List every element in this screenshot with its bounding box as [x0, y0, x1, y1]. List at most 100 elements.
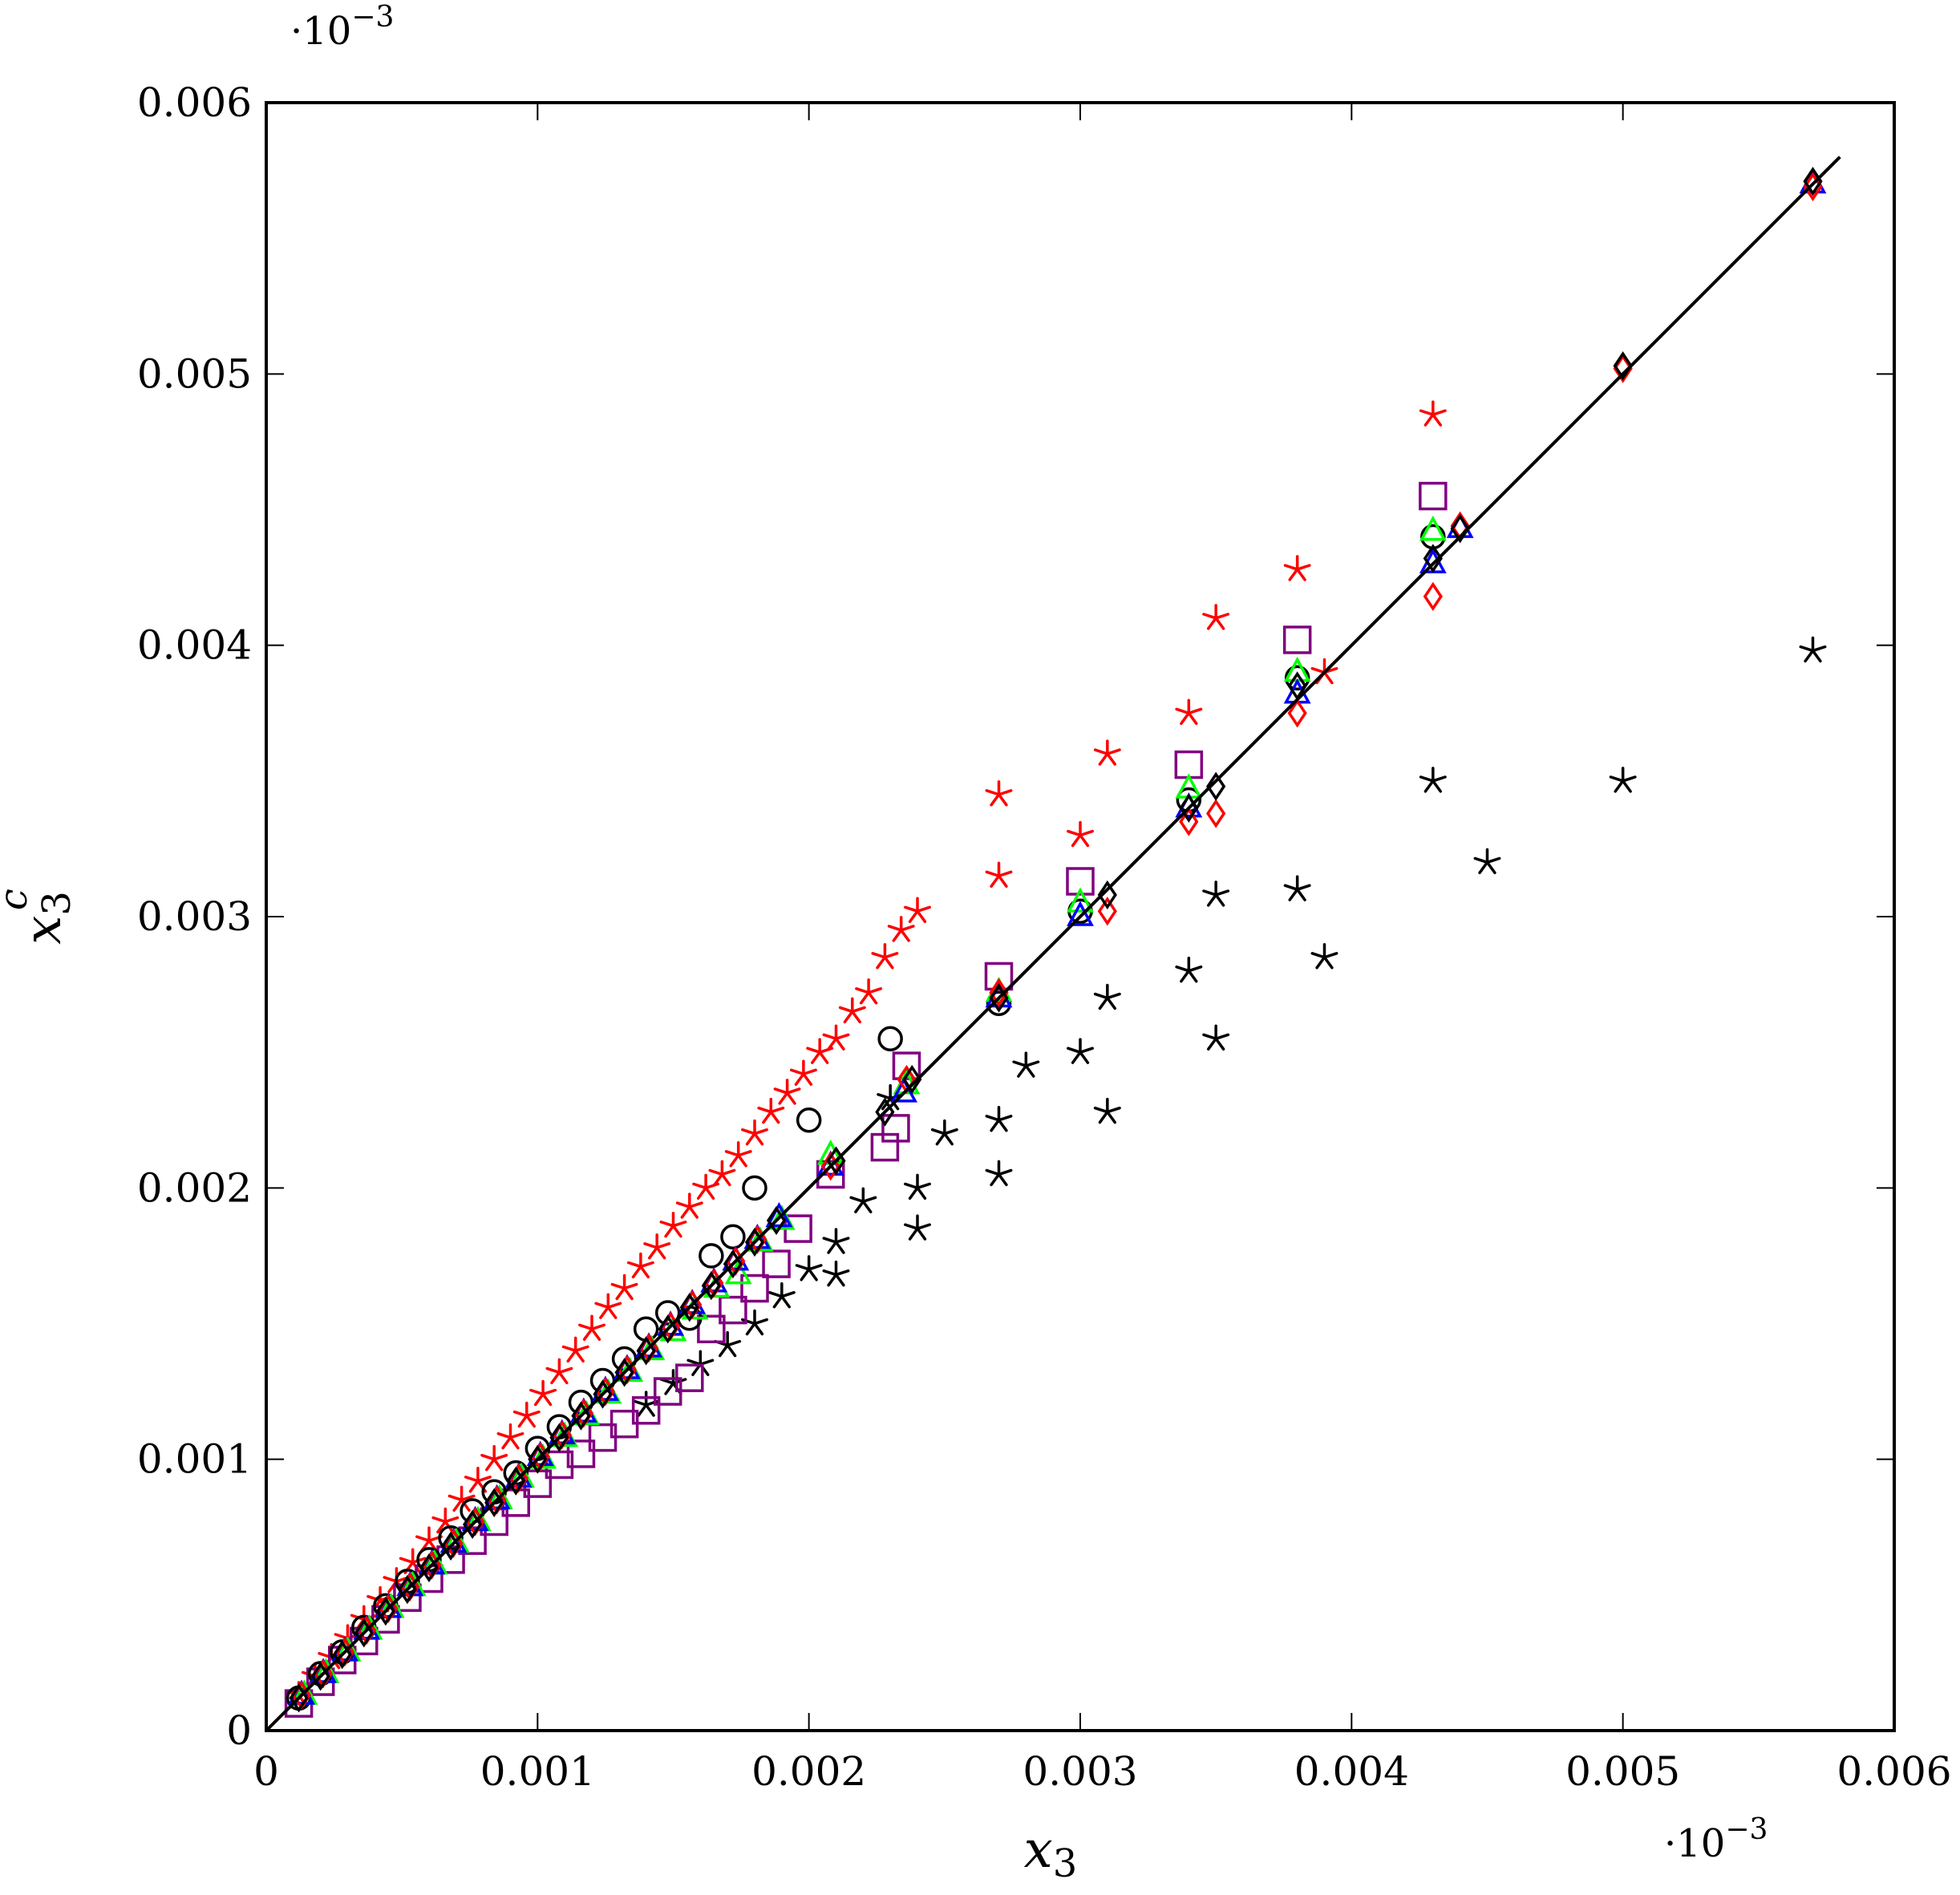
star-marker: [904, 1214, 931, 1241]
square-marker: [870, 1132, 900, 1162]
star-marker: [855, 978, 883, 1005]
y-axis-label: x3c: [0, 889, 79, 945]
y-axis-label-sub: 3: [34, 891, 79, 916]
circle-marker: [877, 1026, 903, 1051]
star-marker: [1799, 636, 1827, 663]
x-multiplier-exponent: −3: [1725, 1813, 1768, 1846]
reference-line: [265, 156, 1841, 1732]
star-marker: [496, 1423, 524, 1450]
x-axis-label-sub: 3: [1053, 1841, 1078, 1886]
star-marker: [985, 861, 1013, 888]
x-axis-label: x3: [1024, 1820, 1078, 1886]
x-multiplier: ·10−3: [1664, 1813, 1768, 1866]
triangle-marker: [765, 1201, 793, 1228]
star-marker: [447, 1485, 476, 1512]
star-marker: [1419, 767, 1447, 793]
square-marker: [1419, 481, 1448, 511]
square-marker: [719, 1295, 747, 1325]
circle-marker: [720, 1224, 746, 1249]
circle-marker: [742, 1175, 767, 1201]
star-marker: [594, 1293, 622, 1319]
axis-ticks: [266, 103, 1894, 1731]
square-marker: [697, 1314, 726, 1344]
star-marker: [529, 1379, 557, 1407]
star-marker: [985, 780, 1013, 807]
x-tick-label: 0.006: [1836, 1748, 1951, 1795]
square-marker: [881, 1114, 910, 1143]
star-marker: [643, 1233, 671, 1260]
y-tick-label: 0.005: [137, 350, 252, 397]
triangle-marker: [724, 1258, 752, 1285]
star-marker: [1067, 820, 1094, 848]
y-tick-label: 0.004: [137, 622, 252, 669]
star-marker: [822, 1260, 850, 1287]
star-marker: [686, 1350, 715, 1376]
y-multiplier-exponent: −3: [351, 1, 394, 34]
x-tick-label: 0.005: [1565, 1748, 1680, 1795]
diamond-marker: [1097, 897, 1117, 926]
x-tick-label: 0.004: [1294, 1748, 1409, 1795]
square-marker: [984, 962, 1014, 991]
star-marker: [480, 1444, 508, 1472]
circle-marker: [460, 1498, 485, 1524]
y-axis-label-main: x: [14, 916, 73, 945]
diamond-marker: [1613, 354, 1633, 383]
star-marker: [1202, 604, 1230, 630]
star-marker: [1175, 698, 1203, 725]
square-marker: [631, 1396, 661, 1425]
y-tick-label: 0.001: [137, 1436, 252, 1483]
star-marker: [1202, 881, 1230, 907]
diamond-marker: [902, 1064, 922, 1095]
star-marker: [806, 1038, 834, 1064]
y-tick-labels: 0 0.001 0.002 0.003 0.004 0.005 0.006: [137, 79, 252, 1754]
star-marker: [1012, 1051, 1040, 1078]
star-marker: [871, 943, 899, 970]
star-marker: [1175, 956, 1203, 983]
star-marker: [767, 1282, 796, 1309]
y-multiplier-base: ·10: [290, 9, 351, 54]
y-tick-label: 0.006: [137, 79, 252, 126]
diamond-marker: [1423, 544, 1443, 573]
square-marker: [762, 1249, 791, 1278]
x-multiplier-base: ·10: [1664, 1821, 1725, 1866]
star-marker: [849, 1187, 877, 1213]
series-star-1: [632, 636, 1827, 1417]
diamond-marker: [1450, 514, 1470, 544]
circle-marker: [699, 1243, 724, 1269]
triangle-marker: [1067, 887, 1094, 913]
diamond-marker: [1613, 351, 1633, 381]
star-marker: [1609, 767, 1637, 793]
star-marker: [795, 1255, 823, 1282]
y-multiplier: ·10−3: [290, 1, 394, 54]
triangle-marker: [1067, 901, 1094, 926]
triangle-marker: [1419, 515, 1447, 541]
y-tick-label: 0.002: [137, 1164, 252, 1211]
x-tick-labels: 0 0.001 0.002 0.003 0.004 0.005 0.006: [253, 1748, 1951, 1795]
star-marker: [708, 1160, 736, 1187]
star-marker: [626, 1252, 654, 1279]
y-tick-label: 0.003: [137, 893, 252, 940]
star-marker: [724, 1140, 752, 1168]
star-marker: [1310, 658, 1338, 685]
star-marker: [741, 1119, 768, 1146]
star-marker: [930, 1119, 958, 1146]
star-marker: [838, 997, 866, 1024]
star-marker: [561, 1336, 589, 1363]
star-marker: [757, 1097, 785, 1124]
star-marker: [714, 1330, 742, 1358]
star-marker: [1419, 400, 1447, 427]
diamond-marker: [1206, 771, 1226, 801]
star-marker: [659, 1211, 687, 1238]
star-marker: [789, 1059, 817, 1086]
diamond-marker: [1179, 807, 1199, 836]
star-marker: [1067, 1038, 1094, 1064]
star-marker: [610, 1273, 638, 1301]
star-marker: [1473, 848, 1501, 875]
star-marker: [578, 1314, 605, 1341]
star-marker: [545, 1358, 573, 1385]
star-marker: [464, 1466, 492, 1493]
x-tick-label: 0.001: [480, 1748, 595, 1795]
star-marker: [904, 1173, 931, 1201]
star-marker: [675, 1192, 703, 1219]
diamond-marker: [1423, 581, 1443, 611]
